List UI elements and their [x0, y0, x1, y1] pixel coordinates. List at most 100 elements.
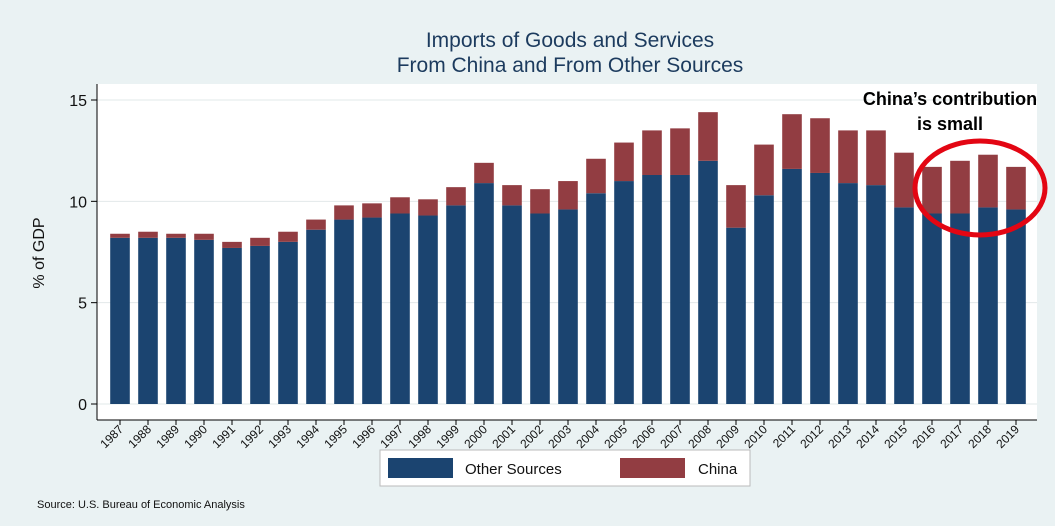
bar-china-2013: [838, 130, 858, 184]
bar-china-1996: [362, 203, 382, 218]
legend-swatch-china: [620, 458, 685, 478]
chart-title-line-1: Imports of Goods and Services: [426, 29, 714, 52]
bar-china-1993: [278, 231, 298, 242]
bar-china-2014: [866, 130, 886, 186]
bar-other-sources-1990: [194, 239, 214, 404]
bar-other-sources-1987: [110, 237, 130, 404]
x-tick-label: 2001: [489, 422, 518, 451]
bar-china-2011: [782, 114, 802, 169]
bar-china-1990: [194, 233, 214, 240]
bar-china-1998: [418, 199, 438, 216]
x-tick-label: 1988: [125, 422, 154, 451]
bar-other-sources-2005: [614, 181, 634, 404]
bar-other-sources-2002: [530, 213, 550, 404]
bar-other-sources-1999: [446, 205, 466, 404]
annotation-line-2: is small: [917, 114, 983, 134]
x-tick-label: 2019: [993, 422, 1022, 451]
x-tick-label: 2003: [545, 422, 574, 451]
x-tick-label: 1996: [349, 422, 378, 451]
bar-other-sources-2014: [866, 185, 886, 404]
x-tick-label: 2015: [881, 422, 910, 451]
x-tick-label: 2008: [685, 422, 714, 451]
x-tick-label: 2014: [853, 422, 882, 451]
bar-other-sources-2015: [894, 207, 914, 404]
x-tick-label: 1995: [321, 422, 350, 451]
bar-china-2005: [614, 142, 634, 182]
bar-china-2016: [922, 166, 942, 214]
legend-label-other-sources: Other Sources: [465, 461, 562, 478]
legend-swatch-other-sources: [388, 458, 453, 478]
bar-other-sources-2011: [782, 168, 802, 404]
bar-china-1991: [222, 241, 242, 248]
bar-china-2015: [894, 152, 914, 208]
legend: Other Sources China: [379, 449, 751, 487]
annotation-line-1: China’s contribution: [863, 89, 1037, 109]
x-tick-label: 1998: [405, 422, 434, 451]
bar-china-1987: [110, 233, 130, 238]
x-axis: 1987 1988 1989 1990 1991 1992 1993 1994 1995 1996…: [97, 419, 1037, 451]
bar-other-sources-2006: [642, 174, 662, 404]
y-axis-title: % of GDP: [31, 217, 48, 288]
bar-china-2019: [1006, 166, 1026, 210]
bar-china-2000: [474, 162, 494, 184]
bar-china-1997: [390, 197, 410, 214]
bar-china-1988: [138, 231, 158, 238]
x-tick-label: 1989: [153, 422, 182, 451]
x-tick-label: 2002: [517, 422, 546, 451]
bar-other-sources-1996: [362, 217, 382, 404]
bar-china-2004: [586, 158, 606, 194]
bar-china-2010: [754, 144, 774, 196]
bars: [110, 112, 1026, 404]
bar-other-sources-2019: [1006, 209, 1026, 404]
x-tick-label: 2018: [965, 422, 994, 451]
bar-other-sources-2009: [726, 227, 746, 404]
bar-other-sources-2008: [698, 160, 718, 404]
bar-china-1992: [250, 237, 270, 246]
source-note: Source: U.S. Bureau of Economic Analysis: [37, 499, 245, 511]
bar-china-1994: [306, 219, 326, 230]
bar-other-sources-1994: [306, 229, 326, 404]
y-tick-label: 5: [78, 296, 87, 313]
bar-other-sources-2004: [586, 193, 606, 404]
x-tick-label: 1990: [181, 422, 210, 451]
bar-china-2017: [950, 160, 970, 214]
bar-other-sources-1997: [390, 213, 410, 404]
bar-other-sources-2016: [922, 213, 942, 404]
y-tick-label: 10: [69, 194, 87, 211]
highlight-circle: [912, 138, 1048, 238]
bar-other-sources-1988: [138, 237, 158, 404]
x-tick-label: 1993: [265, 422, 294, 451]
bar-china-2008: [698, 112, 718, 161]
bar-other-sources-1992: [250, 245, 270, 404]
x-tick-label: 1991: [209, 422, 238, 451]
x-tick-label: 2017: [937, 422, 966, 451]
x-tick-label: 1994: [293, 422, 322, 451]
x-tick-label: 2013: [825, 422, 854, 451]
x-tick-label: 2005: [601, 422, 630, 451]
x-tick-label: 1992: [237, 422, 266, 451]
x-tick-label: 2006: [629, 422, 658, 451]
bar-other-sources-2007: [670, 174, 690, 404]
bar-other-sources-2018: [978, 207, 998, 404]
x-tick-label: 2000: [461, 422, 490, 451]
bar-china-2002: [530, 189, 550, 214]
bar-other-sources-2012: [810, 172, 830, 404]
x-tick-label: 2009: [713, 422, 742, 451]
bar-china-2006: [642, 130, 662, 175]
bar-other-sources-2010: [754, 195, 774, 404]
bar-china-1999: [446, 187, 466, 206]
x-tick-label: 2011: [770, 422, 798, 450]
legend-label-china: China: [698, 461, 738, 478]
y-tick-label: 0: [78, 397, 87, 414]
bar-china-2009: [726, 185, 746, 228]
bar-other-sources-1995: [334, 219, 354, 404]
bar-other-sources-2000: [474, 183, 494, 404]
bar-china-1995: [334, 205, 354, 220]
bar-other-sources-1998: [418, 215, 438, 404]
bar-other-sources-1993: [278, 241, 298, 404]
bar-other-sources-2017: [950, 213, 970, 404]
bar-china-2001: [502, 185, 522, 206]
bar-china-2012: [810, 118, 830, 173]
